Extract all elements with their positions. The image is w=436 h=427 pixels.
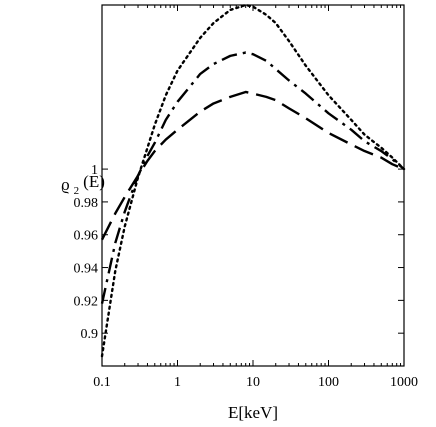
x-tick-label: 0.1 — [93, 375, 111, 390]
y-axis-label-argument: (E) — [83, 172, 105, 191]
y-tick-label: 0.98 — [74, 196, 99, 211]
plot-frame — [101, 4, 405, 367]
y-axis-label-subscript: 2 — [74, 185, 80, 197]
y-tick-label: 0.9 — [81, 327, 99, 342]
y-tick-label: 0.92 — [74, 294, 99, 309]
y-tick-label: 1 — [91, 163, 98, 178]
series-line-dotted — [100, 3, 406, 358]
x-tick-label: 10 — [246, 375, 260, 390]
x-tick-label: 100 — [318, 375, 339, 390]
series-line-dash-dot — [100, 51, 405, 304]
x-tick-label: 1000 — [390, 375, 418, 390]
y-tick-label: 0.94 — [74, 262, 99, 277]
y-axis-label-symbol: ϱ — [61, 175, 70, 194]
x-axis-label: E[keV] — [228, 403, 278, 422]
y-tick-label: 0.96 — [74, 229, 99, 244]
y-axis-label: ϱ 2 (E) — [61, 172, 105, 198]
series-line-dashed — [100, 90, 405, 241]
x-tick-label: 1 — [174, 375, 181, 390]
